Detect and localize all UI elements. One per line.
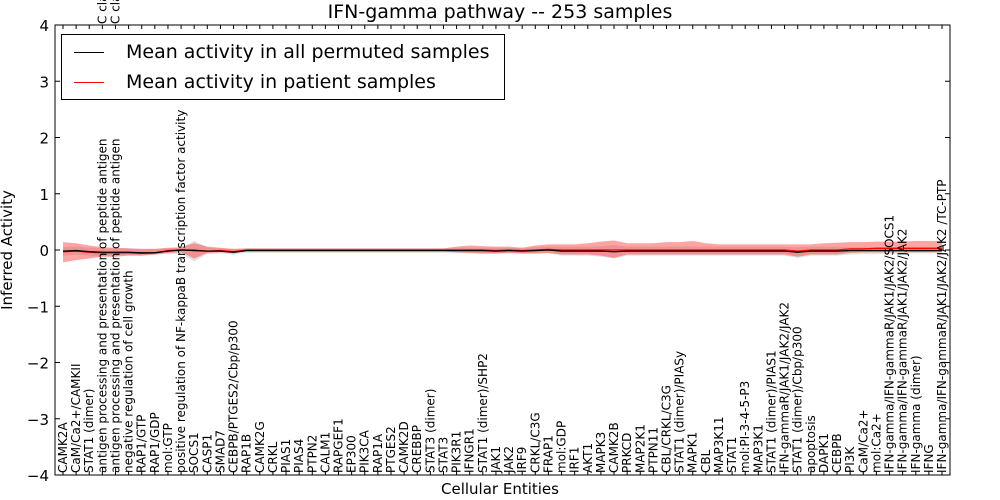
x-tick-label: JAK2 xyxy=(502,446,516,474)
x-tick-label: CaM/Ca2+ xyxy=(856,409,870,473)
x-tick-label: IFN-gamma (dimer) xyxy=(909,355,923,473)
x-tick-label: RAP1/GDP xyxy=(148,412,162,473)
x-tick-label: apoptosis xyxy=(804,415,818,473)
x-tick-label: PTGES2 xyxy=(384,426,398,473)
clipped-top-labels: C cla C cla xyxy=(95,0,122,24)
x-tick-label: RAP1B xyxy=(240,434,254,473)
legend: Mean activity in all permuted samples Me… xyxy=(61,34,505,100)
x-tick-label: CRKL xyxy=(266,441,280,473)
y-tick-label: 4 xyxy=(39,17,49,35)
x-tick-label: PRKCD xyxy=(620,433,634,473)
x-tick-label: MAP3K11 xyxy=(712,416,726,473)
y-tick-label: 1 xyxy=(39,186,49,204)
x-tick-label: CAMK2B xyxy=(607,422,621,473)
x-tick-label: FRAP1 xyxy=(541,435,555,473)
x-tick-label: SOCS1 xyxy=(187,432,201,473)
y-tick-label: −4 xyxy=(27,467,49,485)
y-axis-label: Inferred Activity xyxy=(0,190,16,310)
legend-label-patient: Mean activity in patient samples xyxy=(126,71,436,93)
x-tick-label: JAK1 xyxy=(489,446,503,474)
x-tick-label: AKT1 xyxy=(581,443,595,473)
x-tick-label: IFN-gamma/IFN-gammaR/JAK1/JAK2/JAK2 xyxy=(896,228,910,473)
y-tick-label: −1 xyxy=(27,298,49,316)
x-tick-label: RAP1/GTP xyxy=(135,415,149,473)
y-axis: −4 −3 −2 −1 0 1 2 3 4 xyxy=(27,17,950,485)
x-tick-label: STAT1 (dimer)/Cbp/p300 xyxy=(791,326,805,473)
x-tick-label: DAPK1 xyxy=(817,433,831,473)
x-tick-label: PTPN2 xyxy=(305,435,319,473)
x-tick-label: STAT1 (dimer)/SHP2 xyxy=(476,353,490,473)
x-tick-label: CREBBP xyxy=(410,425,424,473)
x-tick-label: STAT1 (dimer)/PIAS1 xyxy=(764,350,778,473)
x-tick-label: STAT1 (dimer)/PIASy xyxy=(673,351,687,473)
x-tick-label: PIK3R1 xyxy=(450,431,464,473)
series-lines xyxy=(62,247,942,255)
chart-title: IFN-gamma pathway -- 253 samples xyxy=(328,1,673,23)
x-tick-label: CEBPB xyxy=(830,433,844,473)
x-tick-label: mol:GDP xyxy=(555,421,569,473)
x-tick-label: SMAD7 xyxy=(213,430,227,473)
x-tick-label: positive regulation of NF-kappaB transcr… xyxy=(174,110,188,473)
x-tick-label: mol:Ca2+ xyxy=(869,413,883,473)
x-tick-label: PIAS1 xyxy=(279,439,293,473)
y-tick-label: −3 xyxy=(27,411,49,429)
x-tick-label: MAPK1 xyxy=(686,432,700,473)
y-tick-label: 3 xyxy=(39,73,49,91)
x-tick-label: IFNGR1 xyxy=(463,428,477,473)
x-tick-label: CAMK2A xyxy=(56,422,70,473)
x-tick-label: EP300 xyxy=(345,435,359,473)
x-tick-label: PTPN11 xyxy=(646,427,660,473)
x-tick-label: antigen processing and presentation of p… xyxy=(108,138,122,473)
clipped-top-label: C cla xyxy=(108,0,122,24)
x-tick-label: CASP1 xyxy=(200,434,214,473)
x-tick-label: STAT1 (dimer) xyxy=(82,389,96,473)
x-tick-label: IRF9 xyxy=(515,447,529,473)
x-tick-label: antigen processing and presentation of p… xyxy=(95,138,109,473)
x-tick-label: PIAS4 xyxy=(292,439,306,473)
x-tick-label: MAPK3 xyxy=(594,432,608,473)
x-tick-label: mol:PI-3-4-5-P3 xyxy=(738,381,752,473)
x-tick-label: STAT3 xyxy=(436,437,450,473)
x-tick-label: IFN-gamma/IFN-gammaR/JAK1/JAK2/JAK2 /TC-… xyxy=(935,179,949,473)
x-axis: CAMK2A CaM/Ca2+/CAMKII STAT1 (dimer) antige… xyxy=(56,25,949,475)
x-axis-label: Cellular Entities xyxy=(441,480,559,498)
y-tick-label: 2 xyxy=(39,130,49,148)
legend-item-patient: Mean activity in patient samples xyxy=(74,70,436,94)
clipped-top-label: C cla xyxy=(95,0,109,24)
x-tick-label: CBL xyxy=(699,449,713,473)
x-tick-label: CALM1 xyxy=(318,432,332,473)
x-tick-label: IFN-gamma/IFN-gammaR/JAK1/JAK2/SOCS1 xyxy=(883,215,897,473)
x-tick-label: CEBPB/PTGES2/Cbp/p300 xyxy=(227,320,241,473)
series-line-0 xyxy=(62,249,942,254)
x-tick-label: IFN-gammaR/JAK1/JAK2/JAK2 xyxy=(778,302,792,473)
x-tick-label: PI3K xyxy=(843,446,857,473)
x-tick-label: CAMK2G xyxy=(253,421,267,473)
x-tick-label: RAP1A xyxy=(371,433,385,473)
x-tick-label: CRKL/C3G xyxy=(528,412,542,473)
legend-label-permuted: Mean activity in all permuted samples xyxy=(126,41,490,63)
x-tick-label: PIK3CA xyxy=(358,429,372,473)
x-tick-label: CBL/CRKL/C3G xyxy=(659,385,673,473)
x-tick-label: MAP3K1 xyxy=(751,424,765,473)
x-tick-label: STAT1 xyxy=(725,437,739,473)
x-tick-label: STAT3 (dimer) xyxy=(423,389,437,473)
x-tick-label: negative regulation of cell growth xyxy=(122,270,136,473)
x-tick-label: RAPGEF1 xyxy=(332,418,346,473)
x-tick-label: MAP2K1 xyxy=(633,424,647,473)
legend-swatch-black xyxy=(74,51,104,53)
legend-item-permuted: Mean activity in all permuted samples xyxy=(74,40,489,64)
legend-swatch-red xyxy=(74,81,104,83)
y-tick-label: 0 xyxy=(39,242,49,260)
x-tick-label: IFNG xyxy=(922,444,936,473)
x-tick-label: CAMK2D xyxy=(397,421,411,473)
x-tick-label: mol:GTP xyxy=(161,423,175,473)
x-tick-label: IRF1 xyxy=(568,447,582,473)
y-tick-label: −2 xyxy=(27,355,49,373)
x-tick-label: CaM/Ca2+/CAMKII xyxy=(69,364,83,473)
